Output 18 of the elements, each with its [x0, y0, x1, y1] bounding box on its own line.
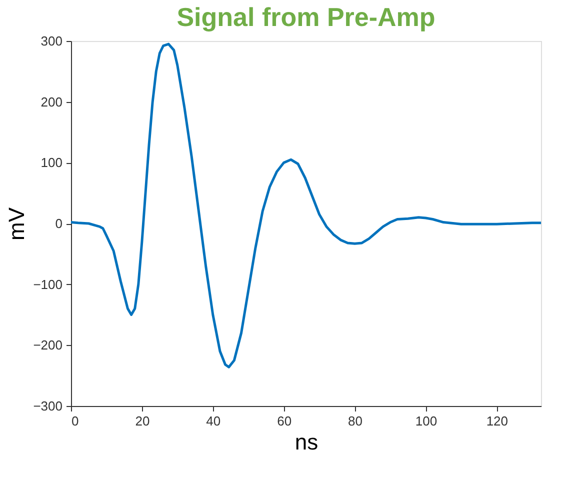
- y-tick-label: −100: [33, 276, 62, 292]
- x-tick-label: 80: [348, 414, 363, 428]
- y-tick-label: −200: [33, 338, 62, 353]
- x-tick-label: 20: [135, 414, 150, 428]
- y-tick-label: 100: [40, 155, 62, 170]
- chart-title: Signal from Pre-Amp: [176, 2, 436, 32]
- y-tick-label: 0: [55, 216, 62, 231]
- x-axis-title: ns: [294, 430, 318, 454]
- x-tick-label: 40: [206, 414, 221, 428]
- x-tick-label: 120: [486, 414, 508, 428]
- y-axis-title: mV: [4, 207, 30, 240]
- x-tick-label: 100: [415, 414, 438, 428]
- y-tick-label: 300: [40, 34, 62, 48]
- x-tick-label: 60: [277, 414, 292, 428]
- y-tick-label: 200: [40, 94, 62, 110]
- x-tick-label: 0: [72, 414, 79, 428]
- y-tick-label: −300: [33, 398, 62, 414]
- line-series: [70, 42, 542, 368]
